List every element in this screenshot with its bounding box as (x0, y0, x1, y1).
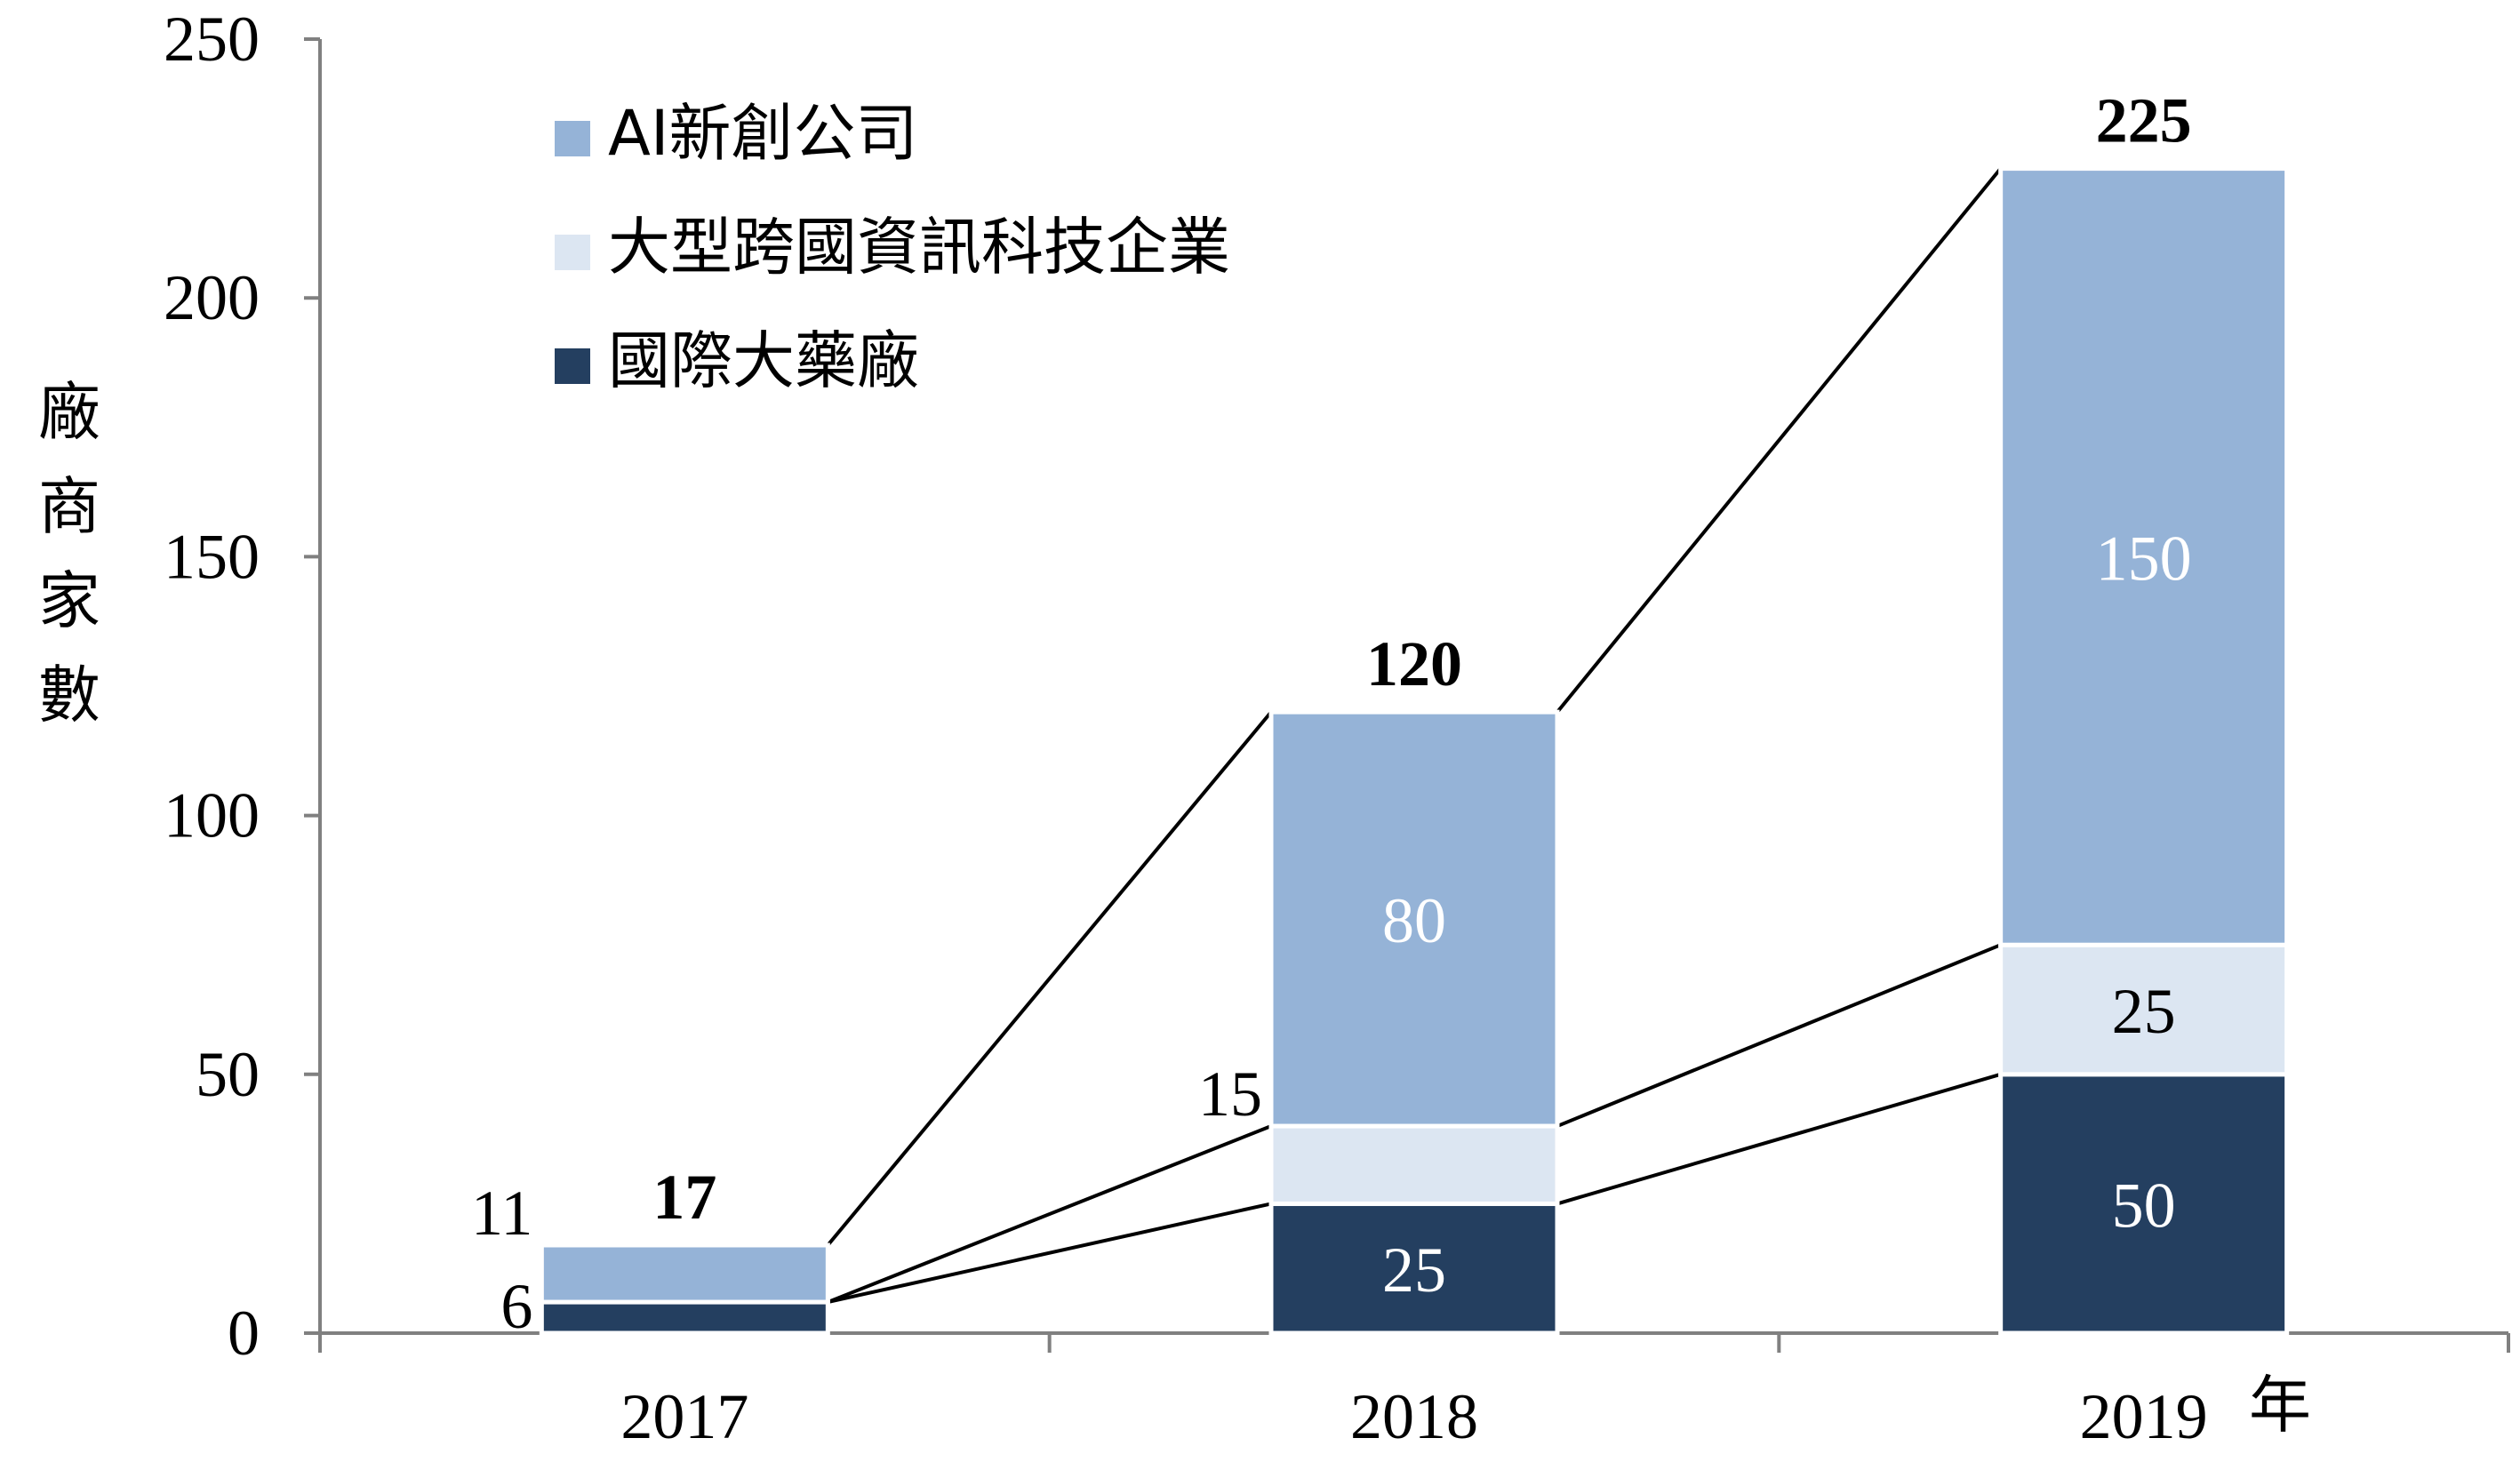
legend-swatch (555, 235, 590, 270)
segment-value-label: 150 (2096, 523, 2192, 594)
y-axis-title-char: 數 (38, 659, 100, 731)
total-value-label: 120 (1366, 628, 1462, 699)
connector-line (1556, 1072, 2002, 1206)
segment-value-label: 15 (1198, 1059, 1262, 1130)
connector-line (826, 710, 1273, 1247)
segment-value-label: 80 (1382, 885, 1446, 956)
x-tick-label: 2018 (1350, 1381, 1478, 1452)
x-axis-unit: 年 (2249, 1369, 2311, 1442)
y-tick-label: 150 (164, 521, 260, 592)
bar-segment (1268, 709, 1560, 1129)
total-value-label: 225 (2096, 85, 2192, 156)
bar-segment (1998, 166, 2290, 947)
bar-segment (1998, 942, 2290, 1077)
connector-line (827, 1202, 1272, 1305)
y-tick-label: 100 (164, 780, 260, 851)
x-tick-label: 2017 (620, 1381, 748, 1452)
segment-value-label: 25 (2112, 976, 2176, 1047)
segment-value-label: 11 (471, 1178, 532, 1249)
segment-value-label: 6 (500, 1271, 532, 1342)
connector-line (827, 1124, 1272, 1304)
y-axis-title-char: 商 (38, 470, 100, 543)
y-axis-title-char: 家 (38, 564, 100, 637)
total-value-label: 17 (652, 1162, 716, 1233)
y-tick-label: 50 (196, 1039, 260, 1110)
legend-swatch (555, 121, 590, 156)
bar-segment (1268, 1123, 1560, 1206)
x-tick-label: 2019 (2080, 1381, 2208, 1452)
y-tick-label: 200 (164, 262, 260, 333)
connector-line (1556, 943, 2002, 1128)
y-axis-title-char: 廠 (38, 376, 100, 449)
segment-value-label: 50 (2112, 1170, 2176, 1241)
bar-segment (1998, 1072, 2290, 1336)
segment-value-label: 25 (1382, 1234, 1446, 1306)
connector-line (1556, 167, 2003, 714)
y-tick-label: 250 (164, 4, 260, 75)
bar-segment (539, 1242, 830, 1305)
data-labels: 6 11 17 25 15 80 120 50 25 150 225 (471, 85, 2192, 1342)
legend-swatch (555, 348, 590, 384)
bars (539, 166, 2290, 1336)
connector-lines (826, 167, 2003, 1305)
bar-segment (539, 1299, 830, 1336)
axes: 0 50 100 150 200 250 2017 2018 2019 (164, 4, 2510, 1452)
legend-label: 國際大藥廠 (608, 324, 919, 397)
legend-label: 大型跨國資訊科技企業 (608, 211, 1230, 284)
y-tick-label: 0 (228, 1298, 260, 1369)
legend-label: AI新創公司 (608, 97, 918, 170)
